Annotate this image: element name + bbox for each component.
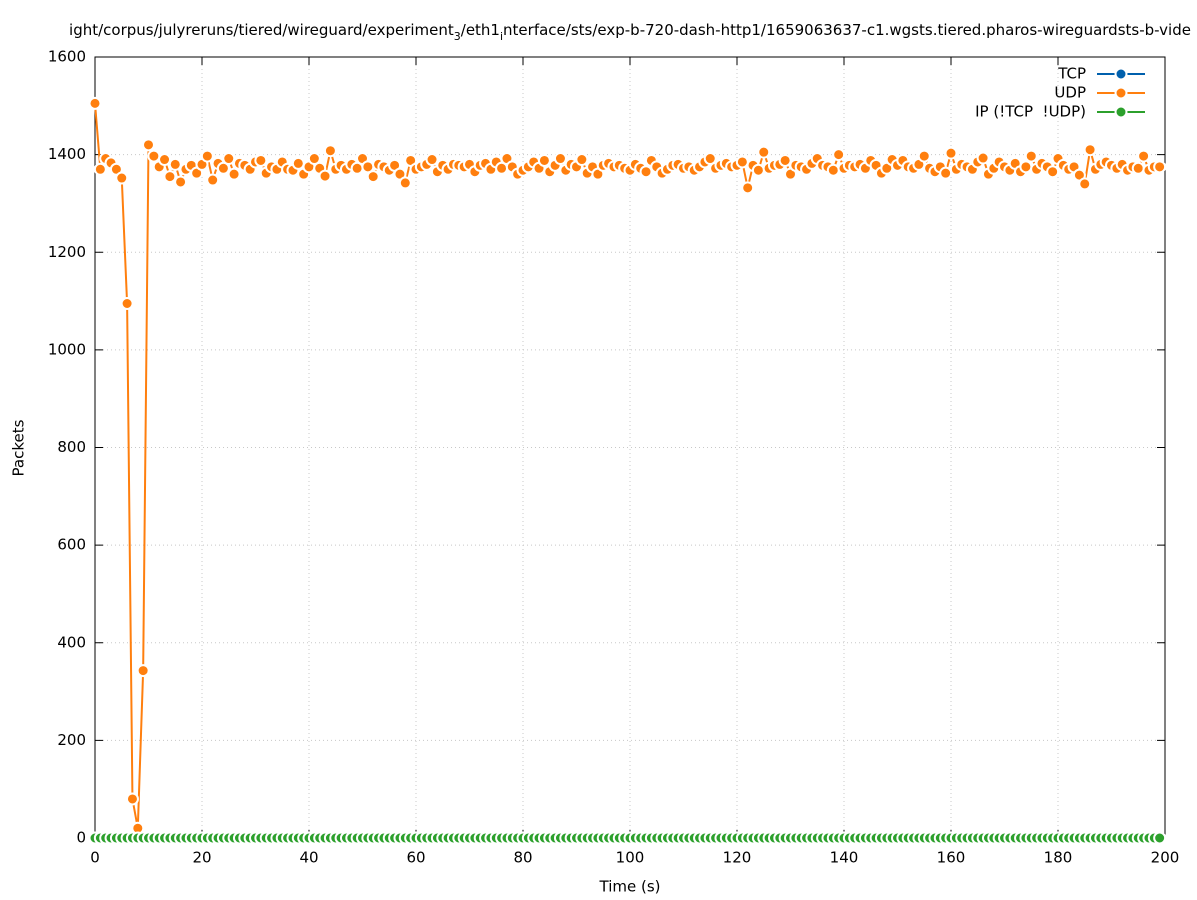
y-tick-label: 600 bbox=[57, 536, 86, 554]
y-axis-label: Packets bbox=[10, 419, 28, 476]
y-tick-label: 1200 bbox=[48, 243, 86, 261]
legend-marker bbox=[1114, 86, 1128, 100]
title-part: nterface/sts/exp-b-720-dash-http1/165906… bbox=[503, 21, 1191, 39]
data-point bbox=[1019, 160, 1033, 174]
data-point bbox=[366, 170, 380, 184]
data-point bbox=[115, 171, 129, 185]
data-point bbox=[939, 166, 953, 180]
data-point bbox=[1153, 831, 1167, 845]
legend-label: TCP bbox=[1057, 65, 1086, 83]
title-part: /eth1 bbox=[461, 21, 500, 39]
data-point bbox=[222, 152, 236, 166]
data-point bbox=[826, 163, 840, 177]
legend-marker bbox=[1114, 105, 1128, 119]
series-line bbox=[94, 103, 1160, 829]
data-point bbox=[88, 96, 102, 110]
x-tick-label: 80 bbox=[513, 849, 532, 867]
data-point bbox=[168, 157, 182, 171]
data-point bbox=[575, 153, 589, 167]
data-point bbox=[307, 152, 321, 166]
x-tick-label: 60 bbox=[406, 849, 425, 867]
title-part: 3 bbox=[454, 30, 461, 43]
y-tick-label: 1400 bbox=[48, 145, 86, 163]
data-point bbox=[323, 144, 337, 158]
x-tick-label: 40 bbox=[299, 849, 318, 867]
x-tick-label: 120 bbox=[723, 849, 752, 867]
y-tick-label: 400 bbox=[57, 633, 86, 651]
x-tick-label: 0 bbox=[90, 849, 100, 867]
data-point bbox=[1131, 161, 1145, 175]
legend-label: IP (!TCP !UDP) bbox=[975, 103, 1086, 121]
data-point bbox=[976, 151, 990, 165]
data-point bbox=[917, 149, 931, 163]
data-point bbox=[291, 156, 305, 170]
plot-area bbox=[88, 96, 1167, 845]
title-part: ight/corpus/julyreruns/tiered/wireguard/… bbox=[69, 21, 454, 39]
x-axis-label: Time (s) bbox=[599, 878, 661, 896]
data-point bbox=[174, 175, 188, 189]
y-tick-label: 1600 bbox=[48, 48, 86, 66]
data-point bbox=[216, 161, 230, 175]
data-point bbox=[703, 152, 717, 166]
data-point bbox=[741, 181, 755, 195]
data-point bbox=[1024, 149, 1038, 163]
data-point bbox=[537, 153, 551, 167]
data-point bbox=[1153, 160, 1167, 174]
y-tick-label: 0 bbox=[76, 829, 86, 847]
data-point bbox=[1137, 149, 1151, 163]
legend-label: UDP bbox=[1054, 84, 1086, 102]
x-tick-label: 180 bbox=[1044, 849, 1073, 867]
data-point bbox=[639, 165, 653, 179]
title-part: i bbox=[500, 30, 503, 43]
data-point bbox=[206, 173, 220, 187]
data-point bbox=[142, 138, 155, 152]
data-point bbox=[751, 163, 765, 177]
data-point bbox=[757, 145, 771, 159]
data-point bbox=[1078, 177, 1092, 191]
x-tick-label: 160 bbox=[937, 849, 966, 867]
y-tick-label: 800 bbox=[57, 438, 86, 456]
chart-title: ight/corpus/julyreruns/tiered/wireguard/… bbox=[69, 21, 1191, 43]
data-point bbox=[120, 297, 134, 311]
legend-marker bbox=[1114, 67, 1128, 81]
data-point bbox=[158, 153, 172, 167]
data-point bbox=[778, 153, 792, 167]
data-point bbox=[163, 170, 177, 184]
x-tick-label: 100 bbox=[616, 849, 645, 867]
data-point bbox=[136, 664, 150, 678]
series bbox=[88, 96, 1167, 835]
data-point bbox=[93, 162, 107, 176]
y-tick-label: 200 bbox=[57, 731, 86, 749]
data-point bbox=[254, 153, 268, 167]
data-point bbox=[832, 148, 846, 162]
data-point bbox=[944, 146, 958, 160]
data-point bbox=[735, 155, 749, 169]
x-tick-label: 140 bbox=[830, 849, 859, 867]
data-point bbox=[1083, 143, 1097, 157]
axes: 0 200 400 600 800 1000 1200 1400 1600 0 20 40 60 80 10… bbox=[48, 48, 1180, 867]
series bbox=[88, 831, 1167, 845]
data-point bbox=[1046, 165, 1060, 179]
x-tick-label: 20 bbox=[192, 849, 211, 867]
data-point bbox=[318, 169, 332, 183]
data-point bbox=[398, 176, 412, 190]
y-tick-label: 1000 bbox=[48, 340, 86, 358]
data-point bbox=[553, 152, 567, 166]
data-point bbox=[147, 149, 161, 163]
data-point bbox=[425, 153, 439, 167]
data-point bbox=[200, 149, 214, 163]
x-tick-label: 200 bbox=[1151, 849, 1180, 867]
data-point bbox=[227, 167, 241, 181]
data-point bbox=[125, 792, 139, 806]
